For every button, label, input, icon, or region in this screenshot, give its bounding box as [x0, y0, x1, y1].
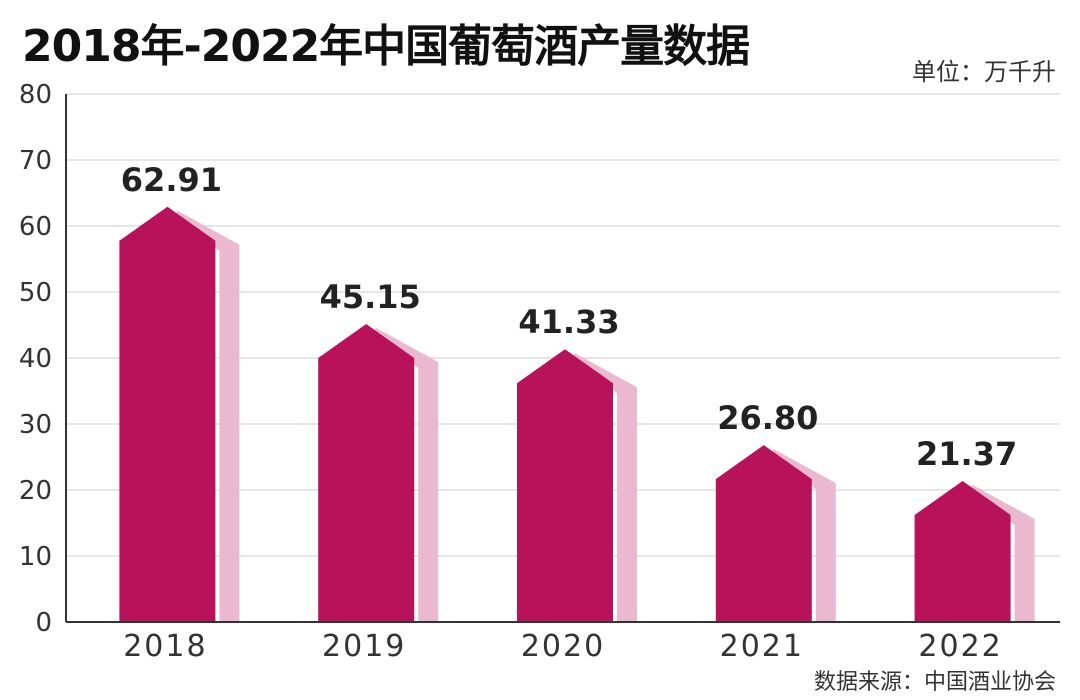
value-labels: 62.91 45.15 41.33 26.80 21.37: [121, 161, 1017, 473]
y-tick-label: 20: [19, 476, 52, 506]
axes: [65, 94, 1060, 623]
y-tick-label: 50: [19, 278, 52, 308]
bar-shadow: [372, 328, 439, 622]
x-tick-label: 2020: [521, 629, 605, 664]
bar: [517, 349, 613, 622]
bar-shadow: [769, 449, 836, 622]
x-tick-label: 2021: [720, 629, 804, 664]
bar: [119, 206, 216, 622]
unit-label: 单位：万千升: [912, 58, 1056, 86]
bar: [318, 324, 415, 622]
bars: [119, 206, 1035, 622]
value-label: 41.33: [518, 303, 619, 341]
y-tick-label: 30: [19, 410, 52, 440]
y-tick-label: 40: [19, 344, 52, 374]
bar-shadow: [571, 353, 637, 622]
y-tick-label: 80: [19, 80, 52, 110]
value-label: 21.37: [916, 435, 1017, 473]
x-tick-label: 2018: [123, 629, 207, 664]
bar-shadow: [968, 484, 1035, 622]
chart-title: 2018年-2022年中国葡萄酒产量数据: [22, 21, 750, 72]
x-tick-label: 2022: [918, 629, 1002, 664]
y-tick-label: 70: [19, 146, 52, 176]
source-label: 数据来源：中国酒业协会: [813, 670, 1056, 695]
y-axis-ticks: 0 10 20 30 40 50 60 70 80: [19, 80, 52, 638]
x-axis-labels: 2018 2019 2020 2021 2022: [123, 629, 1002, 664]
x-tick-label: 2019: [322, 629, 406, 664]
value-label: 26.80: [717, 399, 818, 437]
value-label: 45.15: [320, 278, 421, 316]
y-tick-label: 10: [19, 542, 52, 572]
y-tick-label: 0: [35, 608, 52, 638]
value-label: 62.91: [121, 161, 222, 199]
y-tick-label: 60: [19, 212, 52, 242]
bar: [914, 480, 1011, 622]
bar-shadow: [173, 210, 240, 622]
bar: [715, 445, 812, 622]
